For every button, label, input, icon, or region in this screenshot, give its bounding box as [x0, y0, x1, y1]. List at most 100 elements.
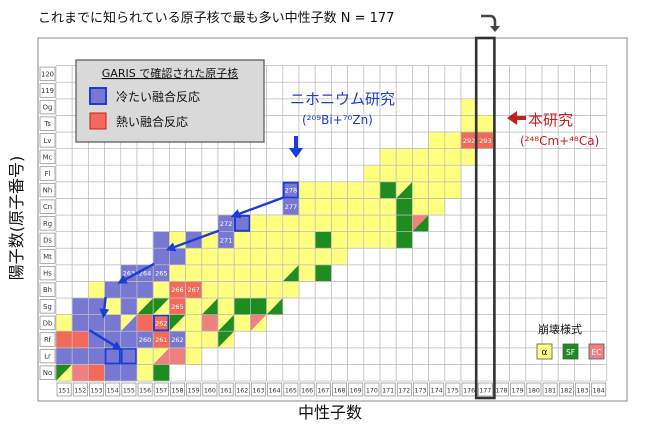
nuclide-Lr-155 [120, 347, 138, 365]
x-tick-label: 182 [560, 388, 572, 395]
grid-cell [525, 281, 543, 299]
x-tick-box [364, 382, 380, 397]
nuclide-Db-156 [136, 314, 154, 332]
grid-cell [412, 98, 429, 116]
grid-cell [298, 364, 316, 382]
nuclide-Rf-158: 262 [169, 330, 186, 349]
nuclide-Db-153 [88, 314, 105, 332]
grid-cell [314, 347, 332, 365]
grid-cell [201, 347, 219, 365]
x-tick-label: 160 [204, 388, 216, 395]
x-tick-label: 175 [447, 388, 459, 395]
nuclide-fill [363, 215, 380, 232]
grid-cell [395, 98, 413, 116]
nuclide-fill [282, 181, 299, 199]
x-tick-label: 178 [495, 388, 507, 395]
x-tick-box [170, 382, 185, 397]
x-tick: 165 [283, 382, 299, 397]
nuclide-fill [396, 231, 413, 249]
grid-cell [476, 214, 494, 232]
grid-cell [590, 181, 608, 199]
nuclide-fill [88, 347, 105, 365]
grid-cell [590, 164, 608, 183]
hot-swatch [89, 112, 107, 130]
nuclide-Nh-172 [395, 181, 413, 199]
grid-cell [509, 247, 527, 266]
grid-cell [509, 164, 527, 183]
grid-cell [169, 148, 186, 166]
grid-cell [590, 148, 608, 166]
grid-cell [541, 65, 559, 83]
grid-cell [55, 247, 73, 266]
grid-cell [331, 364, 348, 382]
grid-cell [509, 297, 527, 315]
nuclide-fill [185, 298, 202, 315]
y-tick-layer: No Lr Rf Db Sg Bh Hs Mt Ds Rg Cn Nh Fl Mc Lv Ts Og 119 120 [39, 66, 56, 380]
grid-cell [412, 231, 429, 249]
x-tick-box [332, 382, 347, 397]
nuclide-No-151 [55, 364, 73, 382]
x-tick-label: 181 [544, 388, 556, 395]
y-tick-label: Ds [43, 236, 52, 244]
y-tick-box [39, 83, 56, 98]
nuclide-fill [234, 314, 251, 332]
x-tick-label: 165 [285, 388, 297, 395]
x-tick-box [575, 382, 590, 397]
grid-cell [314, 364, 332, 382]
decay-chain-arrows [88, 196, 285, 351]
grid-cell [493, 364, 510, 382]
nuclide-fill [88, 331, 105, 348]
nuclide-Mt-158 [169, 247, 186, 266]
grid-cell [298, 281, 316, 299]
grid-cell [412, 347, 429, 365]
grid-cell [379, 347, 397, 365]
nuclide-Nh-168 [331, 181, 348, 199]
x-tick: 162 [234, 382, 250, 397]
grid-cell [444, 347, 462, 365]
nuclide-Ds-172 [395, 231, 413, 249]
grid-cell [55, 81, 73, 100]
nuclide-lower-half [266, 298, 283, 315]
y-tick-label: Mt [43, 253, 52, 261]
x-tick-box [251, 382, 266, 397]
grid-cell [266, 164, 284, 183]
x-tick-box [89, 382, 104, 397]
grid-cell [88, 164, 105, 183]
grid-cell [476, 281, 494, 299]
nuclide-highlight-border [234, 214, 251, 232]
grid-cell [347, 264, 365, 282]
decay-legend: 崩壊様式 α SF EC [536, 322, 605, 360]
nuclide-fill [444, 181, 461, 199]
x-tick: 178 [494, 382, 509, 397]
nuclide-Hs-161 [217, 264, 235, 282]
nuclide-fill [169, 298, 186, 315]
nuclide-lower-half [137, 298, 154, 315]
grid-cell [574, 181, 591, 199]
x-tick: 154 [105, 382, 121, 397]
nuclide-fill [250, 215, 267, 232]
nuclide-fill [331, 198, 348, 215]
grid-cell [104, 264, 122, 282]
y-tick-box [39, 332, 56, 347]
grid-cell [71, 164, 89, 183]
nihonium-reaction: (²⁰⁹Bi+⁷⁰Zn) [302, 113, 373, 127]
x-tick: 183 [575, 382, 590, 397]
grid-cell [428, 65, 446, 83]
grid-cell [493, 81, 510, 100]
decay-arrow [117, 262, 155, 284]
grid-cell [493, 347, 510, 365]
nuclide-mass-label: 264 [139, 270, 151, 278]
grid-cell [250, 347, 267, 365]
grid-cell [347, 247, 365, 266]
grid-cell [460, 347, 478, 365]
grid-cell [493, 264, 510, 282]
grid-cell [590, 115, 608, 133]
grid-cell [136, 214, 154, 232]
nuclide-upper-half [56, 364, 73, 381]
nuclide-upper-half [250, 314, 267, 332]
nuclide-Ds-165 [282, 231, 300, 249]
grid-cell [557, 297, 575, 315]
nihonium-title: ニホニウム研究 [290, 90, 395, 108]
grid-cell [282, 364, 300, 382]
nuclide-Db-152 [71, 314, 89, 332]
